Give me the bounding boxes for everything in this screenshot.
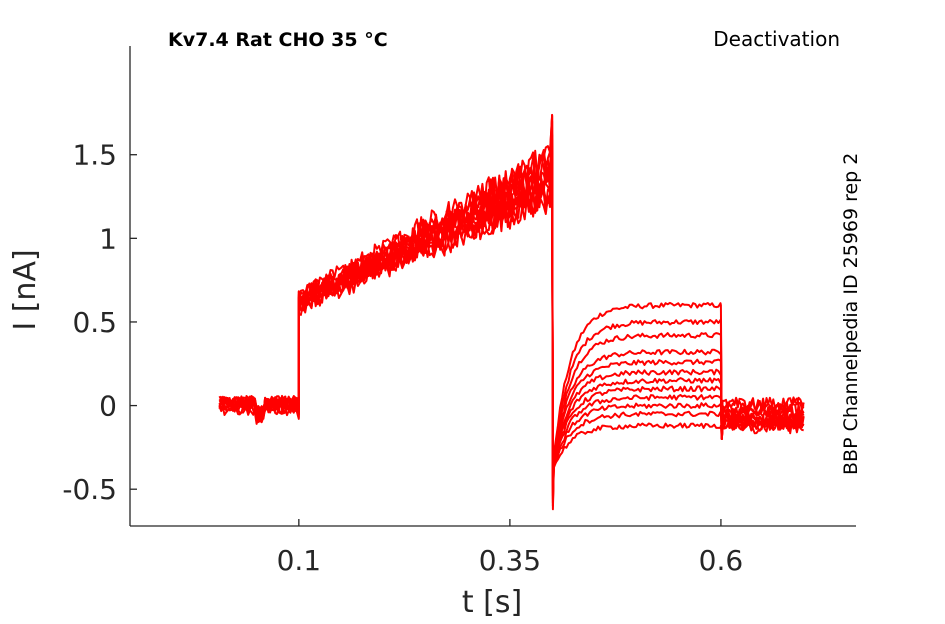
x-tick-label: 0.35 <box>479 544 541 577</box>
y-tick-label: 1 <box>99 222 117 255</box>
trace-line-12 <box>219 152 805 511</box>
y-tick-label: 1.5 <box>72 139 117 172</box>
chart-title: Kv7.4 Rat CHO 35 °C <box>168 29 388 51</box>
y-axis-label: I [nA] <box>8 249 43 330</box>
y-tick-label: 0 <box>99 390 117 423</box>
axes-group <box>129 46 856 527</box>
side-note: BBP Channelpedia ID 25969 rep 2 <box>840 153 862 475</box>
trace-line-9 <box>219 138 805 501</box>
trace-line-4 <box>218 151 805 484</box>
y-tick-label: 0.5 <box>72 306 117 339</box>
x-axis-label: t [s] <box>462 585 522 620</box>
ticks-group: 0.1 0.35 0.6 -0.5 0 0.5 1 1.5 <box>62 139 743 577</box>
protocol-label: Deactivation <box>713 27 840 51</box>
y-tick-label: -0.5 <box>62 473 117 506</box>
x-tick-label: 0.6 <box>699 544 744 577</box>
x-tick-label: 0.1 <box>277 544 322 577</box>
traces-group <box>218 113 805 511</box>
